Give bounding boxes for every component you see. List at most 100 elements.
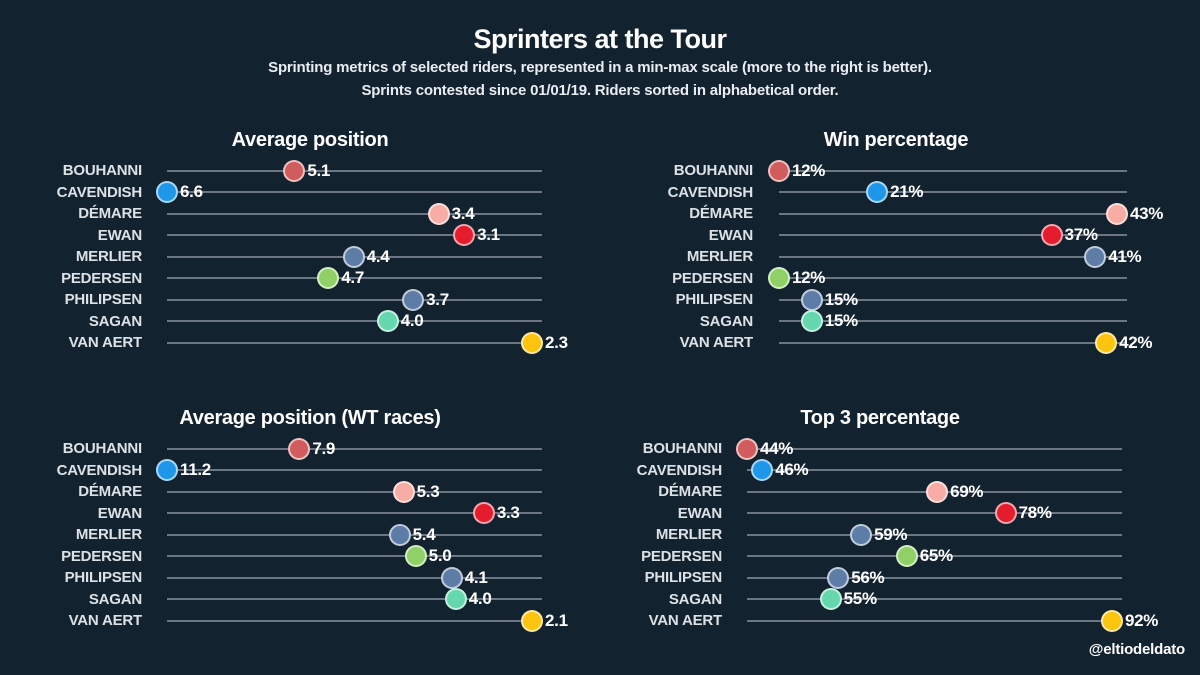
rider-dot[interactable] bbox=[1101, 609, 1123, 632]
rider-label: EWAN bbox=[97, 504, 142, 522]
rider-label: CAVENDISH bbox=[667, 183, 754, 201]
rider-dot[interactable] bbox=[827, 566, 850, 589]
rider-dot[interactable] bbox=[850, 523, 873, 546]
rows-container: BOUHANNI 7.9 CAVENDISH 11.2 DÉMARE 5.3 EWAN 3.3… bbox=[30, 437, 590, 632]
rider-row: PEDERSEN 65% bbox=[610, 545, 1150, 568]
rider-label: MERLIER bbox=[686, 248, 753, 266]
rider-label: VAN AERT bbox=[68, 612, 143, 630]
rider-dot[interactable] bbox=[866, 181, 889, 204]
track-line bbox=[779, 320, 1127, 323]
rider-dot[interactable] bbox=[283, 159, 306, 182]
value-label: 3.4 bbox=[451, 203, 475, 223]
rider-dot[interactable] bbox=[1095, 331, 1118, 354]
rider-dot[interactable] bbox=[472, 502, 495, 525]
rows-container: BOUHANNI 44% CAVENDISH 46% DÉMARE 69% EWAN 78% M… bbox=[610, 437, 1158, 632]
metric-track: 5.4 bbox=[167, 523, 542, 546]
rider-dot[interactable] bbox=[800, 310, 823, 333]
rider-dot[interactable] bbox=[392, 480, 415, 503]
rider-dot[interactable] bbox=[751, 459, 774, 482]
track-line bbox=[167, 469, 542, 472]
rider-label: PEDERSEN bbox=[61, 269, 142, 287]
rider-dot[interactable] bbox=[156, 181, 178, 204]
rider-label: PEDERSEN bbox=[61, 547, 142, 565]
rider-dot[interactable] bbox=[404, 545, 427, 568]
rider-label: PHILIPSEN bbox=[644, 569, 723, 587]
track-line bbox=[167, 619, 542, 622]
metric-track: 15% bbox=[779, 310, 1127, 333]
track-line bbox=[747, 598, 1122, 601]
metric-track: 21% bbox=[779, 181, 1127, 204]
track-line bbox=[779, 298, 1127, 301]
rider-dot[interactable] bbox=[800, 288, 823, 311]
rider-dot[interactable] bbox=[521, 609, 543, 632]
metric-track: 4.4 bbox=[167, 245, 542, 268]
rider-dot[interactable] bbox=[453, 224, 476, 247]
rider-row: PEDERSEN 12% bbox=[640, 267, 1152, 290]
track-line bbox=[779, 277, 1127, 280]
metric-track: 37% bbox=[779, 224, 1127, 247]
rider-dot[interactable] bbox=[1084, 245, 1107, 268]
track-line bbox=[779, 169, 1127, 172]
rider-dot[interactable] bbox=[1106, 202, 1128, 225]
metric-track: 4.7 bbox=[167, 267, 542, 290]
rider-dot[interactable] bbox=[768, 267, 790, 290]
rider-label: BOUHANNI bbox=[62, 162, 142, 180]
rider-row: EWAN 37% bbox=[640, 224, 1152, 247]
metric-track: 2.1 bbox=[167, 609, 568, 632]
rider-dot[interactable] bbox=[342, 245, 365, 268]
value-label: 3.3 bbox=[496, 503, 520, 523]
panel-title: Average position bbox=[231, 129, 389, 151]
value-label: 37% bbox=[1064, 225, 1098, 245]
value-label: 43% bbox=[1130, 203, 1164, 223]
rider-row: DÉMARE 69% bbox=[610, 480, 1150, 503]
rows-container: BOUHANNI 5.1 CAVENDISH 6.6 DÉMARE 3.4 EWAN 3.1 M… bbox=[30, 159, 590, 354]
rider-label: SAGAN bbox=[88, 590, 142, 608]
value-label: 2.1 bbox=[545, 610, 568, 630]
value-label: 5.0 bbox=[428, 546, 452, 566]
metric-track: 3.3 bbox=[167, 502, 542, 525]
rider-dot[interactable] bbox=[895, 545, 918, 568]
metric-track: 42% bbox=[779, 331, 1153, 354]
rider-dot[interactable] bbox=[521, 331, 543, 354]
rider-label: EWAN bbox=[677, 504, 722, 522]
metric-track: 4.0 bbox=[167, 588, 542, 611]
rider-dot[interactable] bbox=[440, 566, 463, 589]
metric-track: 3.7 bbox=[167, 288, 542, 311]
rider-dot[interactable] bbox=[444, 588, 467, 611]
value-label: 3.7 bbox=[426, 289, 449, 309]
rider-dot[interactable] bbox=[288, 437, 311, 460]
rider-dot[interactable] bbox=[994, 502, 1017, 525]
rider-dot[interactable] bbox=[926, 480, 949, 503]
rider-dot[interactable] bbox=[1040, 224, 1063, 247]
track-line bbox=[167, 298, 542, 301]
track-line bbox=[167, 490, 542, 493]
rider-label: CAVENDISH bbox=[636, 461, 723, 479]
value-label: 69% bbox=[950, 481, 984, 501]
metric-track: 12% bbox=[768, 267, 1127, 290]
rider-dot[interactable] bbox=[388, 523, 411, 546]
rider-row: CAVENDISH 46% bbox=[610, 459, 1150, 482]
value-label: 15% bbox=[824, 311, 858, 331]
rider-dot[interactable] bbox=[317, 267, 340, 290]
metric-track: 15% bbox=[779, 288, 1127, 311]
track-line bbox=[167, 191, 542, 194]
rider-dot[interactable] bbox=[402, 288, 425, 311]
rows-container: BOUHANNI 12% CAVENDISH 21% DÉMARE 43% EWAN 37% M… bbox=[640, 159, 1163, 354]
metric-track: 5.0 bbox=[167, 545, 542, 568]
rider-label: BOUHANNI bbox=[62, 440, 142, 458]
rider-row: MERLIER 59% bbox=[610, 523, 1150, 546]
rider-dot[interactable] bbox=[736, 437, 758, 460]
value-label: 4.0 bbox=[400, 311, 424, 331]
value-label: 4.4 bbox=[366, 246, 390, 266]
rider-dot[interactable] bbox=[376, 310, 399, 333]
metric-track: 43% bbox=[779, 202, 1163, 225]
panel-title: Average position (WT races) bbox=[179, 407, 441, 429]
rider-dot[interactable] bbox=[819, 588, 842, 611]
track-line bbox=[167, 576, 542, 579]
value-label: 12% bbox=[792, 268, 826, 288]
rider-dot[interactable] bbox=[156, 459, 178, 482]
track-line bbox=[167, 447, 542, 450]
rider-dot[interactable] bbox=[427, 202, 450, 225]
rider-row: MERLIER 41% bbox=[640, 245, 1152, 268]
rider-dot[interactable] bbox=[768, 159, 790, 182]
